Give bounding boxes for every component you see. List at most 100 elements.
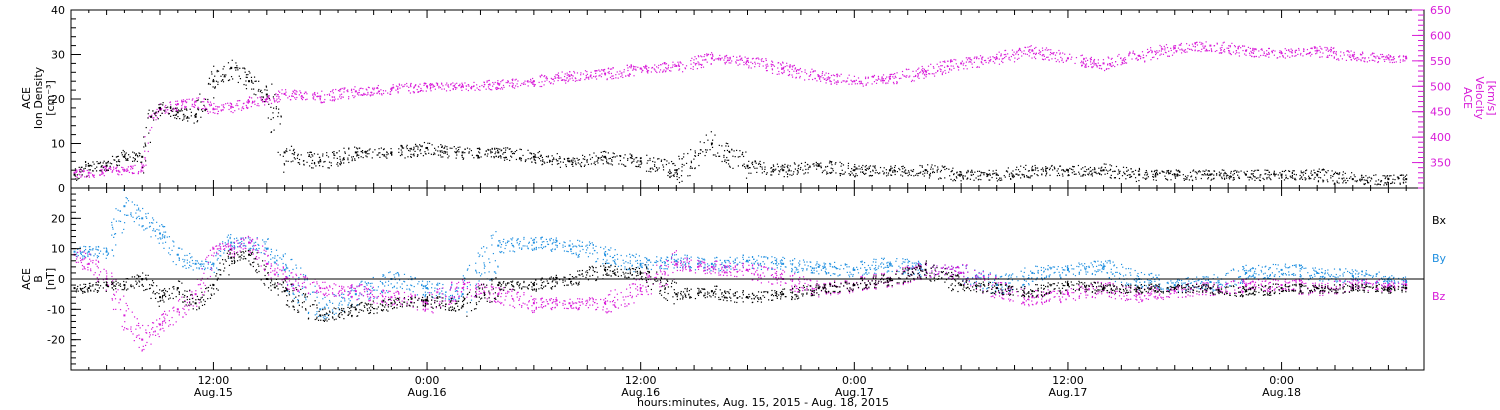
density-dot (868, 167, 871, 170)
velocity-dot (461, 85, 463, 88)
density-dot (478, 157, 481, 159)
velocity-dot (1255, 48, 1257, 50)
density-dot (804, 172, 807, 174)
density-dot (951, 169, 953, 172)
density-dot (421, 145, 423, 147)
density-dot (1101, 166, 1103, 168)
density-dot (503, 151, 505, 154)
by-dot (216, 267, 218, 269)
density-dot (789, 174, 791, 176)
density-dot (597, 162, 599, 164)
velocity-dot (142, 170, 144, 172)
velocity-dot (1238, 45, 1240, 47)
by-dot (307, 311, 310, 314)
by-dot (216, 259, 218, 261)
density-dot (1176, 170, 1178, 172)
velocity-dot (982, 56, 984, 58)
velocity-dot (783, 71, 785, 74)
density-dot (292, 160, 294, 162)
density-dot (1384, 175, 1386, 177)
density-dot (1238, 177, 1241, 180)
density-dot (497, 148, 499, 150)
density-dot (654, 170, 657, 172)
velocity-dot (877, 77, 880, 79)
velocity-dot (485, 88, 487, 90)
density-dot (683, 164, 685, 166)
velocity-dot (725, 55, 727, 57)
velocity-dot (728, 62, 730, 64)
velocity-dot (479, 89, 481, 91)
by-dot (436, 284, 438, 286)
by-dot (224, 242, 226, 244)
by-dot (435, 294, 437, 297)
density-dot (103, 169, 106, 171)
density-dot (468, 152, 470, 154)
velocity-dot (1091, 66, 1093, 68)
density-dot (853, 169, 855, 171)
velocity-dot (202, 108, 204, 110)
velocity-dot (389, 93, 391, 95)
velocity-dot (434, 88, 436, 90)
density-dot (1037, 174, 1039, 177)
density-dot (683, 153, 685, 155)
velocity-dot (612, 75, 614, 77)
density-dot (1177, 175, 1179, 177)
velocity-dot (724, 62, 726, 64)
density-dot (771, 167, 773, 169)
density-dot (1000, 177, 1002, 179)
by-dot (227, 241, 230, 243)
velocity-dot (1049, 54, 1051, 56)
density-dot (356, 148, 359, 150)
velocity-dot (144, 150, 146, 152)
velocity-dot (1155, 53, 1157, 56)
by-dot (343, 310, 345, 312)
by-dot (106, 248, 108, 250)
density-dot (433, 152, 435, 154)
by-dot (437, 284, 439, 286)
velocity-dot (672, 64, 674, 66)
velocity-dot (1233, 44, 1236, 47)
velocity-dot (822, 77, 824, 79)
by-dot (209, 268, 212, 271)
velocity-dot (917, 73, 919, 75)
velocity-dot (1223, 41, 1225, 43)
density-dot (1226, 177, 1228, 179)
density-dot (285, 160, 287, 162)
velocity-dot (406, 82, 408, 85)
density-dot (348, 147, 350, 149)
density-dot (1126, 174, 1128, 177)
velocity-dot (113, 168, 115, 170)
density-dot (783, 176, 785, 178)
velocity-dot (1377, 61, 1380, 63)
density-dot (272, 112, 274, 114)
density-dot (479, 148, 481, 150)
density-dot (297, 161, 299, 164)
density-dot (678, 181, 681, 184)
velocity-dot (164, 109, 167, 111)
density-dot (1288, 170, 1290, 172)
density-dot (829, 160, 831, 162)
velocity-dot (1154, 51, 1157, 53)
density-dot (1094, 168, 1096, 170)
velocity-dot (503, 86, 505, 88)
by-dot (425, 284, 427, 287)
velocity-dot (550, 82, 552, 84)
by-dot (311, 291, 314, 293)
density-dot (1166, 178, 1168, 181)
velocity-dot (1081, 64, 1083, 66)
by-dot (200, 265, 202, 267)
velocity-dot (517, 80, 519, 82)
density-dot (868, 166, 870, 168)
velocity-dot (662, 63, 664, 65)
velocity-dot (1295, 54, 1297, 57)
velocity-dot (1114, 65, 1116, 68)
density-dot (787, 170, 789, 172)
density-dot (1236, 171, 1238, 173)
velocity-dot (1341, 58, 1343, 60)
density-dot (958, 173, 960, 175)
velocity-dot (626, 64, 628, 66)
velocity-dot (1172, 46, 1175, 48)
density-dot (102, 162, 104, 164)
by-point (283, 268, 286, 271)
velocity-dot (651, 66, 654, 69)
